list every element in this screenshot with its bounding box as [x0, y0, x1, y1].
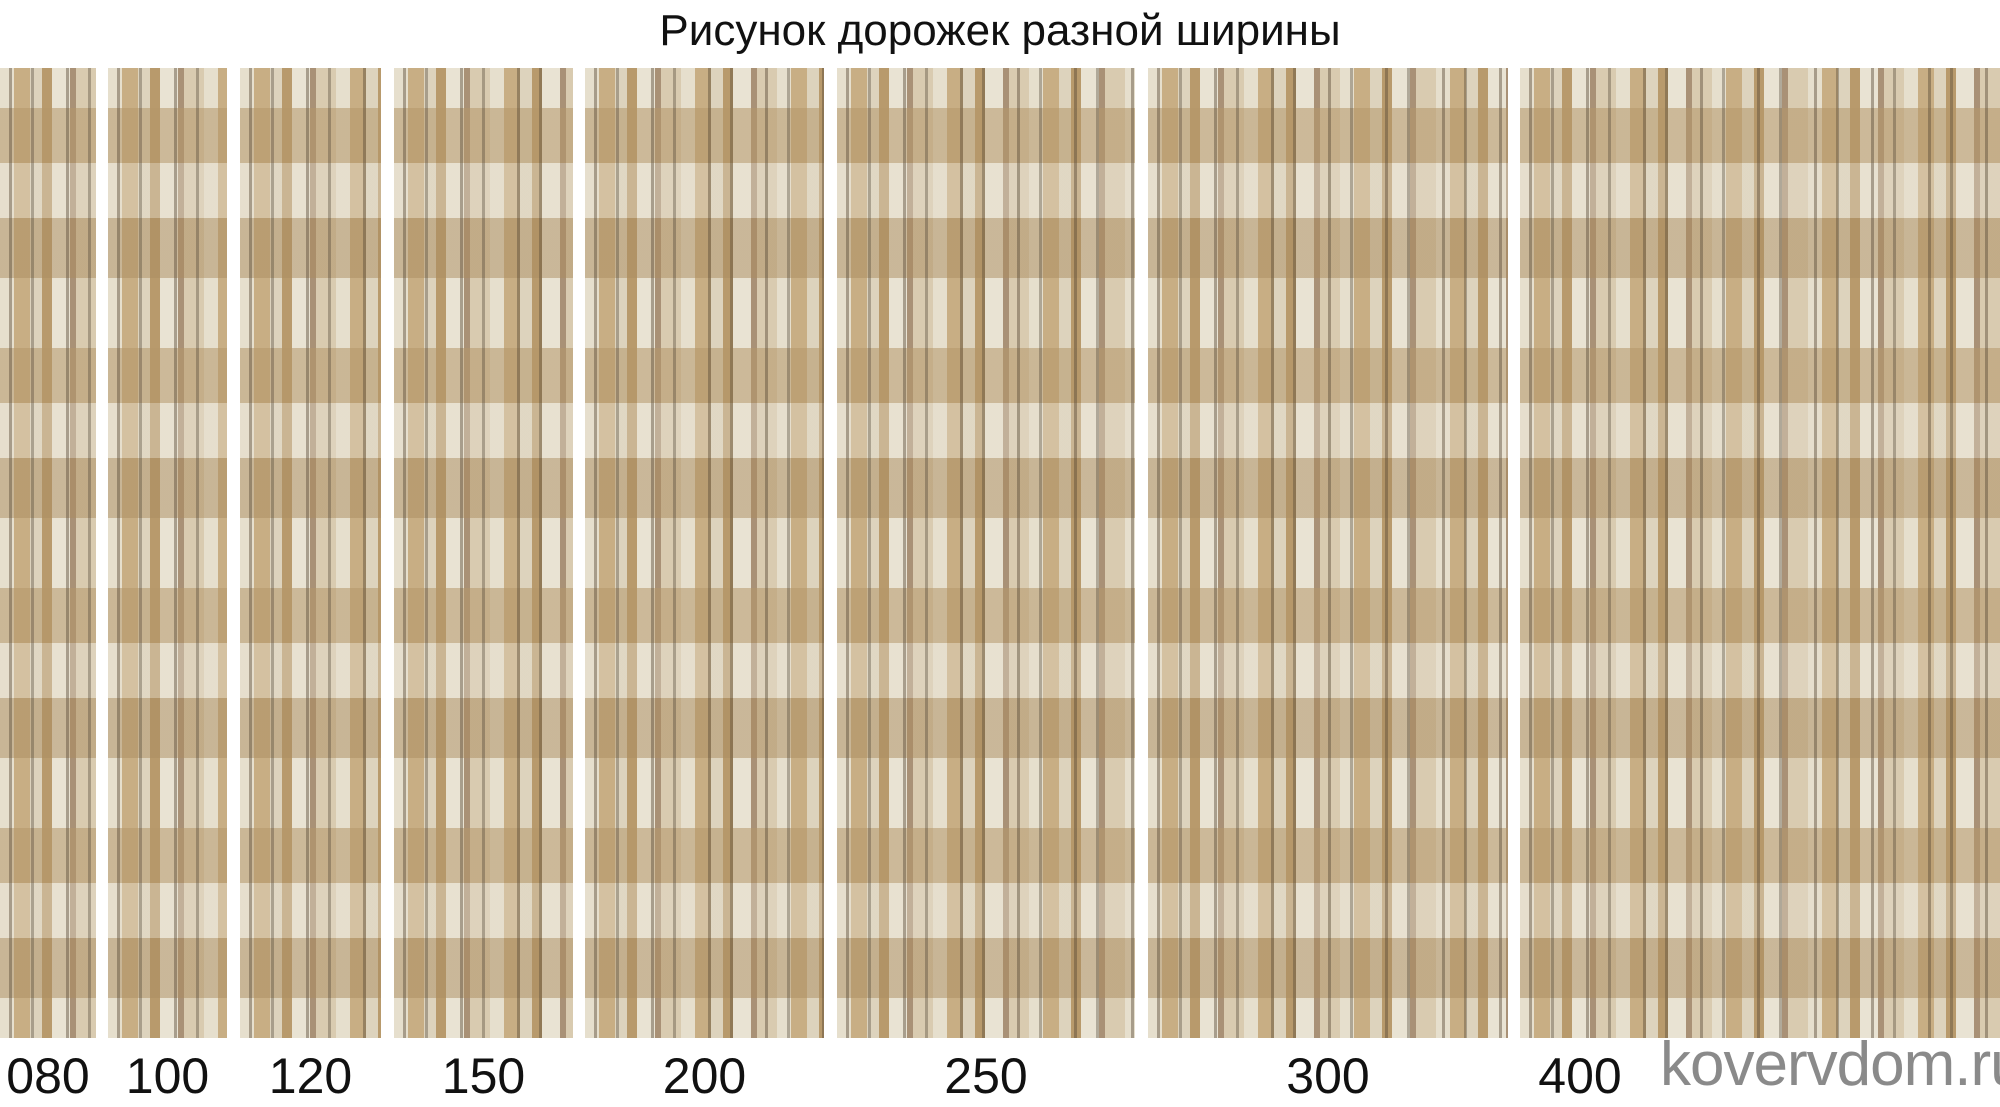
width-label: 080: [6, 1048, 90, 1104]
page-title: Рисунок дорожек разной ширины: [659, 6, 1341, 55]
width-label: 250: [944, 1048, 1028, 1104]
runner-300: [1148, 68, 1508, 1038]
watermark: kovervdom.ru: [1660, 1030, 2000, 1099]
width-label: 400: [1538, 1048, 1622, 1104]
width-label: 150: [441, 1048, 526, 1104]
runner-120: [240, 68, 381, 1038]
runner-150: [394, 68, 573, 1038]
width-label: 100: [125, 1048, 210, 1104]
runner-400: [1520, 68, 2000, 1038]
runner-200: [585, 68, 824, 1038]
runner-100: [108, 68, 227, 1038]
runner-080: [0, 68, 96, 1038]
width-label: 120: [268, 1048, 353, 1104]
width-label: 300: [1286, 1048, 1370, 1104]
runner-250: [837, 68, 1135, 1038]
width-label: 200: [662, 1048, 747, 1104]
